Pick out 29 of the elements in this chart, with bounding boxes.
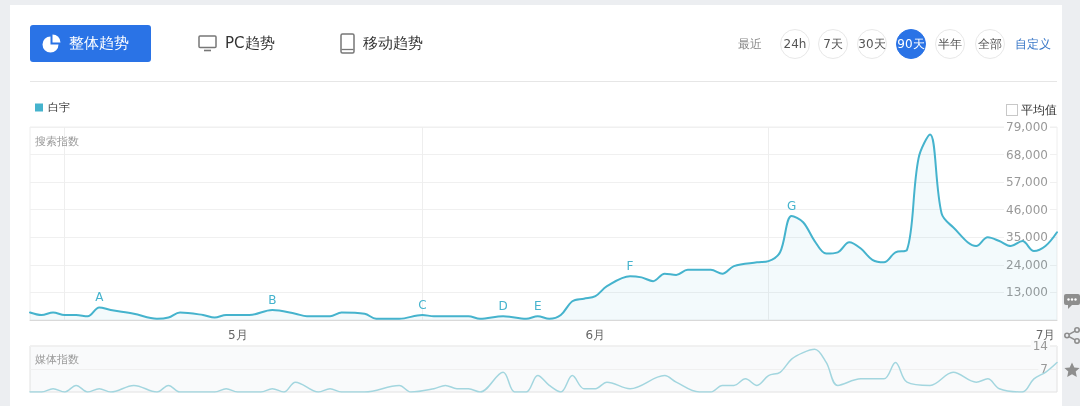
annotation: E — [533, 299, 542, 314]
annotation: B — [268, 292, 277, 307]
y-tick-label: 35,000 — [1006, 230, 1048, 245]
annotation: C — [418, 297, 427, 312]
range-button: 90天 — [896, 29, 926, 59]
y-tick-label: 7 — [1040, 362, 1048, 376]
text: 平均值 — [1021, 103, 1057, 117]
x-tick-label: 7月 — [1035, 328, 1056, 342]
x-tick-label: 5月 — [227, 328, 248, 342]
y-tick-label: 13,000 — [1006, 285, 1048, 300]
y-tick-label: 68,000 — [1006, 147, 1048, 162]
annotation: A — [95, 290, 105, 305]
annotation: D — [498, 299, 508, 314]
annotation: F — [626, 259, 634, 274]
text: 搜索指数 — [35, 135, 79, 148]
y-tick-label: 79,000 — [1006, 120, 1048, 134]
y-tick-label: 24,000 — [1006, 257, 1048, 272]
annotation: G — [786, 198, 797, 213]
y-tick-label: 46,000 — [1006, 202, 1048, 217]
x-tick-label: 6月 — [585, 328, 606, 342]
y-tick-label: 14 — [1032, 339, 1048, 353]
text: 自定义 — [1015, 36, 1051, 52]
text: 移动趋势 — [363, 34, 423, 53]
text: PC趋势 — [225, 34, 275, 53]
text: 媒体指数 — [35, 353, 79, 366]
text: 最近 — [738, 36, 762, 52]
legend-label: 白宇 — [48, 101, 70, 114]
tab-button: 整体趋势 — [30, 25, 151, 62]
y-tick-label: 57,000 — [1006, 175, 1048, 190]
